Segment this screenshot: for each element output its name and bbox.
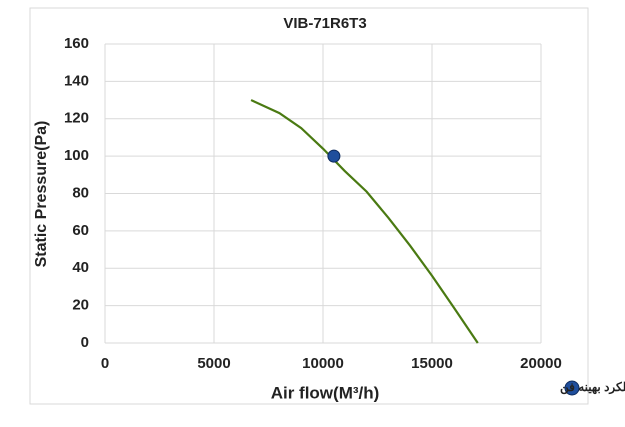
- x-tick-label: 5000: [197, 355, 230, 372]
- point: [327, 149, 341, 163]
- chart-border: [29, 7, 589, 405]
- chart-title: VIB-71R6T3: [283, 15, 366, 32]
- y-tick-label: 120: [64, 110, 89, 127]
- y-axis-label: Static Pressure(Pa): [33, 121, 50, 268]
- x-tick-label: 0: [101, 355, 109, 372]
- y-tick-label: 0: [81, 334, 89, 351]
- y-tick-label: 40: [72, 259, 89, 276]
- y-tick-label: 60: [72, 222, 89, 239]
- y-tick-label: 160: [64, 35, 89, 52]
- y-tick-label: 80: [72, 184, 89, 201]
- y-tick-label: 140: [64, 72, 89, 89]
- x-axis-label: Air flow(M³/h): [271, 383, 380, 402]
- legend-label: نقطه عملکرد بهینه فن: [560, 380, 625, 395]
- y-tick-label: 20: [72, 297, 89, 314]
- x-tick-label: 15000: [411, 355, 453, 372]
- y-tick-label: 100: [64, 147, 89, 164]
- legend-marker: [564, 380, 580, 396]
- x-tick-label: 10000: [302, 355, 344, 372]
- curve: [250, 99, 479, 344]
- x-tick-label: 20000: [520, 355, 562, 372]
